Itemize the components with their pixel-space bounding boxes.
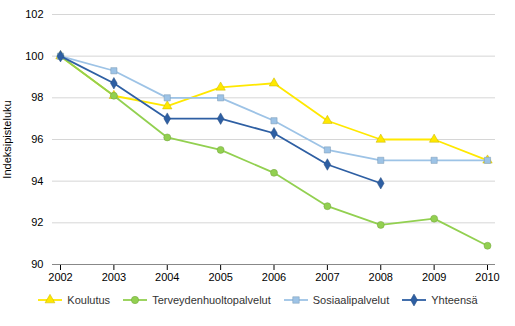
svg-text:98: 98 [31,91,43,103]
html-text:Terveydenhuoltopalvelut: Terveydenhuoltopalvelut [152,294,271,306]
svg-text:92: 92 [31,216,43,228]
svg-text:2010: 2010 [475,271,499,283]
svg-text:102: 102 [25,8,43,20]
svg-text:2006: 2006 [262,271,286,283]
svg-text:2009: 2009 [422,271,446,283]
html-text:Sosiaalipalvelut: Sosiaalipalvelut [312,294,390,306]
svg-text:100: 100 [25,50,43,62]
svg-text:2007: 2007 [315,271,339,283]
svg-text:96: 96 [31,133,43,145]
svg-text:94: 94 [31,175,43,187]
svg-text:Indeksipisteluku: Indeksipisteluku [1,100,13,178]
svg-text:2004: 2004 [155,271,179,283]
svg-text:2008: 2008 [369,271,393,283]
svg-text:90: 90 [31,258,43,270]
html-text:Koulutus: Koulutus [67,294,111,306]
svg-text:2005: 2005 [208,271,232,283]
svg-text:2002: 2002 [48,271,72,283]
svg-text:2003: 2003 [102,271,126,283]
html-text:Yhteensä: Yhteensä [431,294,478,306]
